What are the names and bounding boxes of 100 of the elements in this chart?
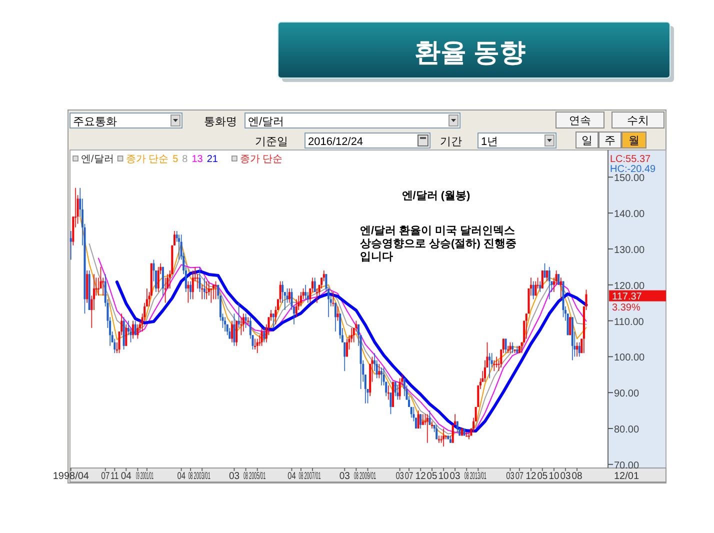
x-tick-label: 05: [426, 470, 438, 482]
text: 21: [206, 154, 218, 165]
text: 통화명: [204, 116, 237, 128]
x-tick-label: 09: [136, 470, 140, 482]
text: 엔/달러: [248, 116, 284, 128]
x-tick-label: 04: [288, 470, 296, 482]
candlestick: [394, 381, 396, 397]
candlestick: [70, 230, 72, 260]
candlestick: [569, 316, 572, 336]
x-tick-label: 2003/01: [194, 470, 210, 482]
candlestick: [558, 274, 560, 286]
candlestick: [192, 270, 194, 300]
candlestick: [468, 432, 470, 440]
x-tick-label: 04: [120, 470, 132, 482]
candlestick: [162, 266, 164, 296]
x-tick-label: 08: [354, 470, 358, 482]
candlestick: [541, 270, 544, 289]
candlestick: [454, 414, 456, 426]
candlestick: [444, 435, 447, 440]
candlestick: [390, 392, 392, 415]
x-tick-label: 2005/01: [249, 470, 266, 482]
candlestick: [164, 277, 166, 304]
x-tick-label: 03: [506, 470, 514, 482]
candlestick: [300, 292, 302, 307]
candlestick: [332, 292, 334, 307]
candlestick: [256, 338, 258, 354]
candlestick: [578, 342, 580, 358]
y-tick-label: 100.00: [614, 352, 646, 364]
candlestick: [420, 414, 422, 429]
candlestick: [539, 280, 542, 292]
x-tick-label: 08: [464, 470, 469, 482]
x-tick-label: 2001/01: [140, 470, 154, 482]
candlestick: [214, 280, 217, 300]
candlestick: [254, 338, 256, 350]
candlestick: [236, 320, 238, 346]
candlestick: [546, 270, 548, 282]
x-tick-label: 10: [548, 470, 560, 482]
candlestick: [206, 280, 208, 300]
x-tick-label: 08: [572, 470, 582, 482]
text: 1년: [481, 136, 498, 148]
candlestick: [132, 320, 134, 340]
candlestick: [560, 277, 562, 300]
candlestick: [114, 338, 116, 354]
candlestick: [316, 288, 318, 304]
y-tick-label: 140.00: [614, 209, 646, 220]
candlestick: [136, 324, 139, 340]
candlestick: [240, 316, 242, 336]
candlestick: [504, 338, 507, 354]
candlestick: [398, 378, 401, 400]
x-tick-label: 03: [396, 470, 404, 482]
text: 주: [604, 135, 616, 147]
candlestick: [430, 420, 433, 429]
candlestick: [548, 266, 550, 300]
candlestick: [488, 352, 491, 379]
candlestick: [426, 414, 428, 444]
x-tick-label: 03: [450, 470, 460, 482]
candlestick: [203, 277, 206, 300]
candlestick: [295, 298, 298, 318]
candlestick: [493, 360, 496, 372]
candlestick: [466, 432, 468, 437]
candlestick: [387, 385, 390, 400]
y-tick-label: 80.00: [614, 424, 640, 436]
x-tick-label: 1998/04: [52, 471, 90, 482]
x-tick-label: 10: [438, 470, 450, 482]
candlestick: [509, 342, 512, 354]
candlestick: [178, 234, 180, 260]
y-tick-label: 70.00: [614, 460, 640, 472]
y-tick-label: 90.00: [614, 388, 640, 400]
x-tick-label: 2007/01: [304, 470, 321, 482]
candlestick: [134, 320, 136, 336]
x-tick-label: 12: [526, 470, 536, 482]
candlestick: [304, 284, 307, 300]
candlestick: [125, 324, 128, 346]
candlestick: [532, 280, 534, 300]
x-tick-label: 07: [515, 470, 524, 482]
text: 13: [192, 154, 204, 165]
text: HC:-20.49: [610, 164, 656, 175]
candlestick: [403, 378, 406, 397]
annotation: 엔/달러 환율이 미국 달러인덱스 상승영향으로 상승(절하) 진행중 입니다: [360, 225, 516, 263]
text: 5: [172, 154, 179, 165]
text: 기준일: [255, 136, 288, 148]
x-tick-label: 07: [101, 470, 110, 482]
candlestick: [328, 288, 330, 318]
x-tick-label: 04: [177, 470, 186, 482]
x-tick-label: 03: [560, 470, 571, 482]
candlestick: [322, 270, 325, 282]
candlestick: [523, 320, 526, 343]
candlestick: [290, 288, 293, 310]
text: 엔/달러 (월봉): [402, 190, 471, 202]
y-tick-label: 120.00: [614, 280, 646, 292]
candlestick: [314, 277, 316, 292]
candlestick: [452, 424, 454, 444]
candlestick: [428, 410, 431, 426]
candlestick: [334, 302, 336, 332]
text: 수치: [627, 115, 649, 127]
y-tick-label: 130.00: [614, 244, 646, 256]
x-tick-label: 03: [228, 470, 240, 482]
text: LC:55.37: [610, 154, 652, 165]
candlestick: [224, 316, 226, 332]
x-tick-label: 08: [188, 470, 193, 482]
